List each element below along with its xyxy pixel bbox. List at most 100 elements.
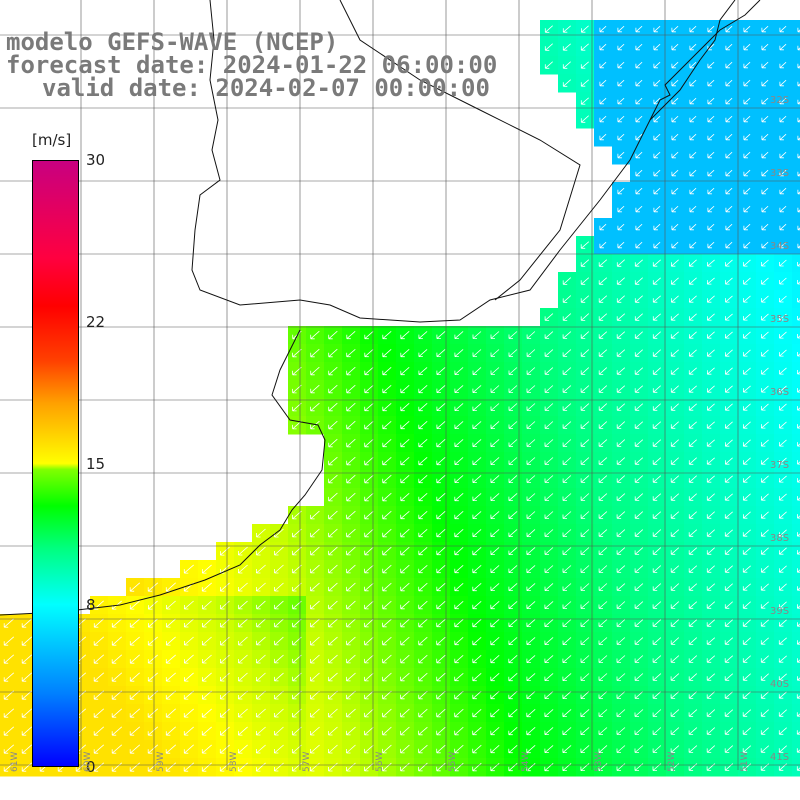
wind-arrow — [436, 618, 446, 628]
wind-arrow — [400, 366, 410, 376]
wind-arrow — [328, 582, 338, 592]
wind-arrow — [580, 403, 590, 411]
wind-arrow — [472, 546, 482, 556]
wind-arrow — [779, 331, 787, 339]
wind-arrow — [129, 744, 141, 754]
wind-arrow — [454, 367, 464, 375]
coastline-uruguay-interior — [339, 0, 581, 301]
wind-arrow — [508, 762, 518, 772]
wind-arrow — [418, 654, 428, 664]
wind-arrow — [634, 655, 644, 663]
wind-arrow — [238, 744, 248, 754]
wind-arrow — [472, 564, 482, 574]
wind-arrow — [562, 673, 572, 681]
wind-arrow — [670, 655, 680, 663]
wind-arrow — [256, 546, 266, 556]
wind-arrow — [202, 618, 212, 628]
wind-arrow — [635, 25, 643, 33]
wind-speed-cell — [792, 632, 800, 651]
wind-arrow — [616, 457, 626, 465]
wind-arrow — [760, 709, 769, 717]
wind-arrow — [111, 762, 123, 772]
wind-arrow — [346, 492, 356, 502]
wind-arrow — [526, 349, 536, 357]
wind-arrow — [93, 744, 105, 754]
wind-arrow — [725, 187, 733, 195]
wind-arrow — [220, 546, 230, 556]
wind-arrow — [544, 619, 554, 627]
wind-arrow — [238, 726, 248, 736]
wind-arrow — [382, 636, 392, 646]
wind-arrow — [688, 421, 697, 429]
wind-arrow — [725, 367, 733, 375]
wind-arrow — [580, 745, 590, 753]
wind-arrow — [562, 493, 572, 501]
wind-arrow — [364, 348, 374, 358]
wind-arrow — [598, 655, 608, 663]
wind-arrow — [796, 694, 800, 699]
wind-arrow — [562, 421, 572, 429]
wind-arrow — [364, 420, 374, 430]
wind-arrow — [580, 97, 589, 105]
wind-arrow — [652, 313, 661, 321]
wind-arrow — [617, 25, 625, 33]
wind-arrow — [653, 43, 661, 51]
wind-arrow — [364, 492, 374, 502]
wind-arrow — [706, 511, 715, 519]
wind-arrow — [526, 601, 536, 609]
wind-arrow — [129, 600, 140, 610]
wind-arrow — [3, 672, 15, 682]
wind-arrow — [706, 457, 715, 465]
wind-arrow — [688, 367, 697, 375]
wind-arrow — [778, 709, 787, 717]
wind-arrow — [706, 565, 715, 573]
wind-arrow — [490, 421, 500, 429]
wind-speed-cell — [792, 470, 800, 489]
wind-arrow — [21, 654, 33, 664]
wind-arrow — [689, 61, 697, 69]
wind-speed-cell — [792, 740, 800, 759]
wind-arrow — [454, 672, 464, 682]
wind-arrow — [779, 313, 787, 321]
longitude-label: 54W — [521, 751, 531, 772]
wind-arrow — [742, 601, 751, 609]
wind-arrow — [617, 97, 625, 105]
wind-arrow — [707, 205, 715, 213]
wind-arrow — [761, 493, 769, 501]
wind-arrow — [508, 744, 518, 754]
wind-arrow — [599, 61, 607, 69]
wind-arrow — [688, 655, 698, 663]
wind-arrow — [635, 97, 643, 105]
wind-arrow — [364, 456, 374, 466]
forecast-date: forecast date: 2024-01-22 06:00:00 — [6, 51, 498, 79]
wind-arrow — [760, 673, 769, 681]
wind-arrow — [724, 547, 733, 555]
coastline-north — [649, 0, 761, 121]
wind-arrow — [328, 762, 338, 772]
wind-speed-cell — [792, 182, 800, 201]
wind-arrow — [165, 582, 176, 592]
wind-arrow — [598, 367, 608, 375]
wind-arrow — [490, 726, 500, 736]
wind-arrow — [3, 618, 15, 628]
wind-arrow — [761, 439, 769, 447]
wind-arrow — [670, 421, 679, 429]
wind-arrow — [671, 295, 679, 303]
wind-arrow — [310, 618, 320, 628]
wind-arrow — [760, 655, 769, 663]
wind-arrow — [400, 600, 410, 610]
wind-arrow — [724, 493, 733, 501]
wind-arrow — [653, 205, 661, 213]
wind-arrow — [310, 564, 320, 574]
wind-arrow — [634, 529, 644, 537]
wind-arrow — [634, 619, 644, 627]
wind-arrow — [598, 511, 608, 519]
wind-arrow — [562, 277, 572, 285]
wind-arrow — [400, 402, 410, 412]
wind-arrow — [382, 510, 392, 520]
valid-date: valid date: 2024-02-07 00:00:00 — [42, 74, 490, 102]
wind-speed-cell — [792, 200, 800, 219]
wind-arrow — [346, 672, 356, 682]
wind-arrow — [724, 727, 734, 735]
